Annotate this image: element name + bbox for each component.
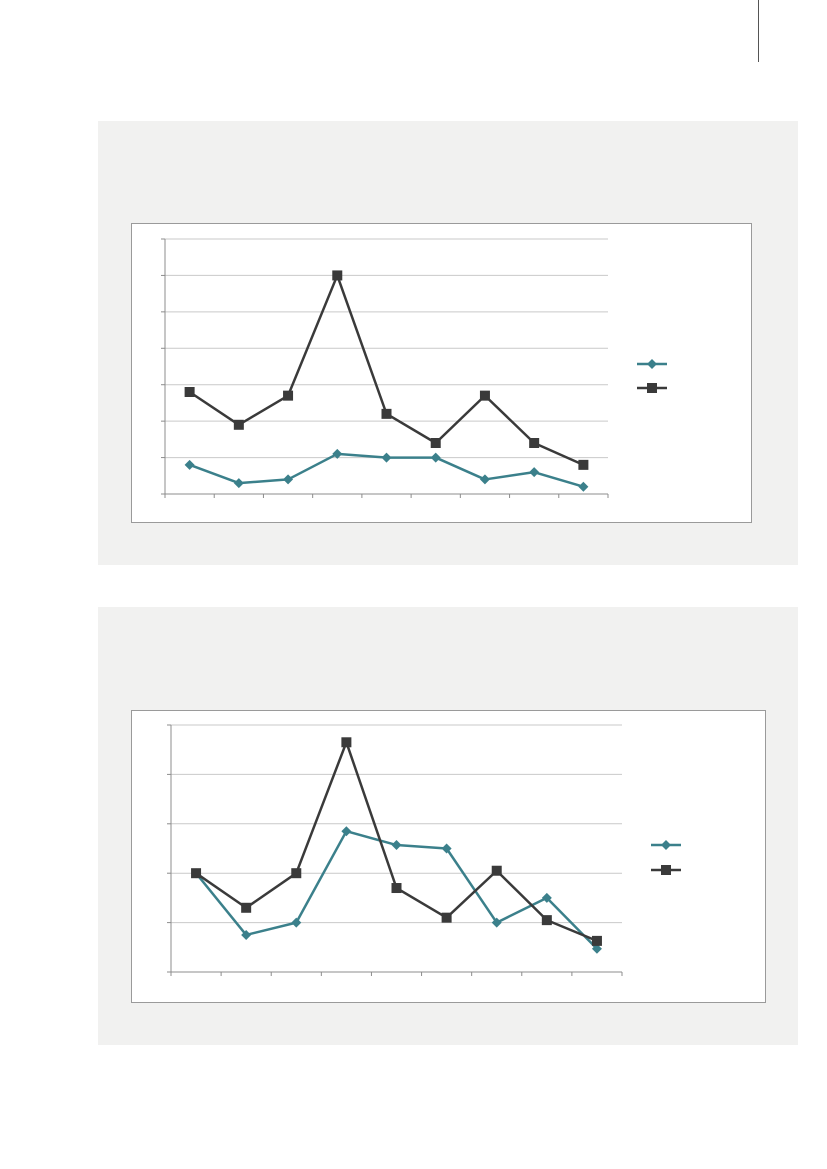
series-1-point [381, 452, 392, 463]
page-edge-rule [758, 0, 759, 62]
series-1-point [591, 943, 602, 954]
series-2-point [381, 408, 392, 419]
series-2-point [341, 737, 352, 748]
figure-panel-1 [98, 121, 798, 565]
series-1-point [233, 478, 244, 489]
series-1-point [283, 474, 294, 485]
series-1-point [491, 917, 502, 928]
series-2-point [491, 865, 502, 876]
series-2-point [391, 883, 402, 894]
series-2-line [188, 274, 584, 466]
series-1-point [332, 448, 343, 459]
series-2-point [541, 915, 552, 926]
series-2-point [479, 390, 490, 401]
series-1-point [341, 826, 352, 837]
series-2-point [430, 438, 441, 448]
chart-area-1 [131, 223, 752, 523]
series-1-point [578, 481, 589, 492]
series-2-point [184, 387, 195, 397]
series-2-point [233, 419, 244, 430]
series-1-point [430, 452, 441, 463]
series-1-point [541, 892, 552, 903]
series-2-point [191, 868, 202, 879]
series-1-point [529, 467, 540, 478]
series-1-point [291, 917, 302, 928]
series-2-point [578, 459, 589, 470]
legend-series-2-marker [661, 865, 671, 875]
series-2-point [591, 935, 602, 946]
line-chart-2 [167, 724, 681, 976]
chart-area-2 [131, 710, 766, 1003]
series-2-point [441, 912, 452, 923]
series-1-point [391, 840, 402, 851]
series-2-point [241, 902, 252, 913]
series-1-point [241, 929, 252, 940]
legend-series-2-marker [647, 383, 657, 393]
series-1-point [184, 459, 195, 470]
legend-series-1-marker [661, 840, 671, 850]
series-2-point [529, 438, 540, 448]
series-1-point [441, 843, 452, 854]
legend-series-1-marker [647, 359, 657, 369]
figure-panel-2 [98, 607, 798, 1045]
line-chart-1 [161, 238, 667, 498]
series-2-point [332, 270, 343, 281]
series-1-point [479, 474, 490, 485]
series-2-point [283, 390, 294, 401]
series-2-point [291, 868, 302, 879]
